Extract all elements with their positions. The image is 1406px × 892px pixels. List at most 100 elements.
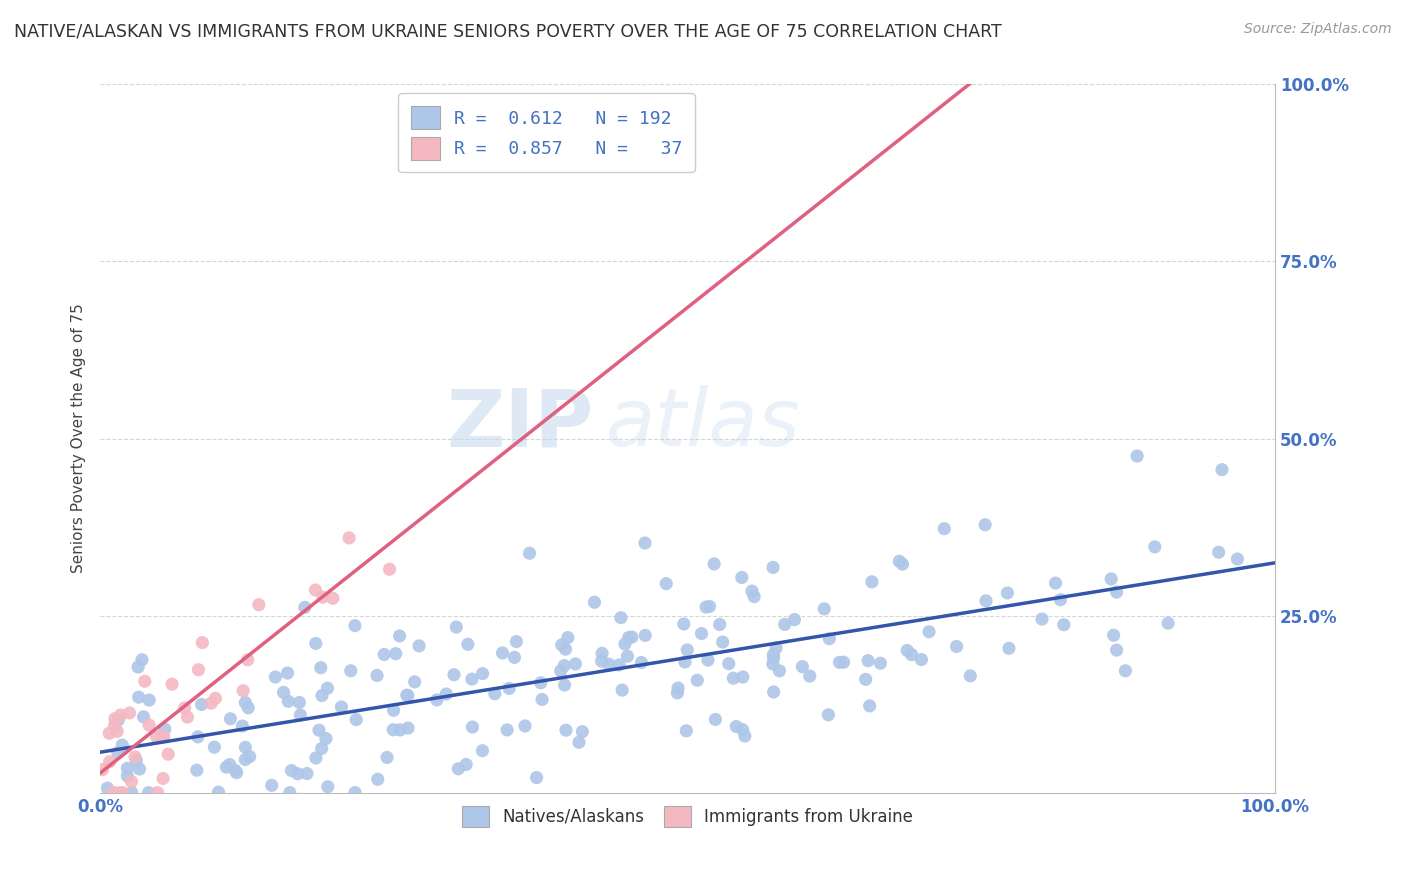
- Point: [634, 536, 657, 550]
- Point: [426, 693, 449, 707]
- Point: [330, 700, 353, 714]
- Point: [1211, 463, 1233, 477]
- Point: [233, 696, 256, 710]
- Point: [591, 654, 613, 668]
- Point: [496, 723, 519, 737]
- Point: [124, 750, 146, 764]
- Point: [290, 708, 312, 723]
- Point: [725, 719, 748, 733]
- Point: [138, 693, 160, 707]
- Point: [288, 696, 311, 710]
- Point: [233, 752, 256, 766]
- Point: [388, 629, 411, 643]
- Point: [530, 675, 553, 690]
- Point: [817, 707, 839, 722]
- Point: [762, 648, 785, 662]
- Point: [676, 643, 699, 657]
- Point: [471, 666, 494, 681]
- Point: [187, 663, 209, 677]
- Point: [672, 617, 695, 632]
- Point: [107, 746, 129, 760]
- Point: [711, 635, 734, 649]
- Point: [703, 557, 725, 571]
- Point: [591, 646, 613, 660]
- Point: [505, 634, 527, 648]
- Point: [568, 735, 591, 749]
- Point: [471, 744, 494, 758]
- Point: [1157, 616, 1180, 631]
- Point: [666, 681, 689, 695]
- Point: [225, 765, 247, 780]
- Point: [207, 785, 229, 799]
- Point: [125, 754, 148, 768]
- Point: [1053, 617, 1076, 632]
- Point: [762, 651, 785, 665]
- Point: [396, 721, 419, 735]
- Point: [367, 772, 389, 787]
- Point: [235, 740, 257, 755]
- Point: [900, 648, 922, 662]
- Point: [934, 522, 956, 536]
- Point: [260, 778, 283, 792]
- Point: [176, 710, 198, 724]
- Point: [305, 751, 328, 765]
- Point: [280, 764, 302, 778]
- Point: [513, 719, 536, 733]
- Point: [305, 636, 328, 650]
- Point: [295, 766, 318, 780]
- Point: [190, 698, 212, 712]
- Point: [723, 671, 745, 685]
- Point: [273, 685, 295, 699]
- Point: [117, 761, 139, 775]
- Point: [1143, 540, 1166, 554]
- Point: [1031, 612, 1053, 626]
- Point: [686, 673, 709, 688]
- Point: [945, 640, 967, 654]
- Point: [583, 595, 606, 609]
- Point: [555, 723, 578, 738]
- Point: [675, 723, 697, 738]
- Point: [554, 678, 576, 692]
- Point: [446, 620, 468, 634]
- Point: [118, 706, 141, 720]
- Point: [856, 654, 879, 668]
- Point: [132, 710, 155, 724]
- Point: [731, 723, 754, 737]
- Point: [316, 780, 339, 794]
- Point: [200, 696, 222, 710]
- Point: [344, 786, 367, 800]
- Point: [278, 786, 301, 800]
- Point: [995, 586, 1018, 600]
- Point: [160, 677, 183, 691]
- Point: [215, 760, 238, 774]
- Point: [111, 786, 134, 800]
- Point: [117, 769, 139, 783]
- Point: [104, 718, 127, 732]
- Point: [598, 657, 620, 672]
- Point: [247, 598, 270, 612]
- Point: [96, 781, 118, 796]
- Point: [121, 774, 143, 789]
- Point: [231, 719, 253, 733]
- Point: [550, 664, 572, 678]
- Point: [620, 630, 643, 644]
- Point: [447, 762, 470, 776]
- Point: [828, 656, 851, 670]
- Point: [108, 786, 131, 800]
- Point: [378, 562, 401, 576]
- Point: [1102, 628, 1125, 642]
- Point: [138, 786, 160, 800]
- Point: [910, 652, 932, 666]
- Point: [630, 656, 652, 670]
- Point: [107, 713, 129, 727]
- Point: [762, 685, 785, 699]
- Point: [551, 638, 574, 652]
- Point: [1099, 572, 1122, 586]
- Text: ZIP: ZIP: [446, 385, 593, 463]
- Point: [461, 720, 484, 734]
- Point: [134, 674, 156, 689]
- Text: Source: ZipAtlas.com: Source: ZipAtlas.com: [1244, 22, 1392, 37]
- Point: [98, 726, 121, 740]
- Point: [339, 664, 361, 678]
- Point: [855, 673, 877, 687]
